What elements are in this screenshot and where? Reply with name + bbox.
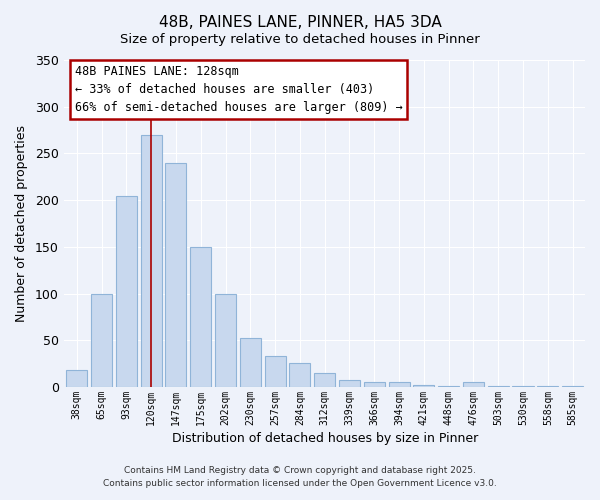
Bar	[438, 386, 459, 387]
X-axis label: Distribution of detached houses by size in Pinner: Distribution of detached houses by size …	[172, 432, 478, 445]
Bar	[537, 386, 559, 387]
Bar	[140, 134, 161, 387]
Text: Size of property relative to detached houses in Pinner: Size of property relative to detached ho…	[120, 32, 480, 46]
Y-axis label: Number of detached properties: Number of detached properties	[15, 125, 28, 322]
Bar	[91, 294, 112, 387]
Bar	[339, 380, 360, 387]
Bar	[289, 362, 310, 387]
Bar	[314, 373, 335, 387]
Bar	[240, 338, 261, 387]
Bar	[364, 382, 385, 387]
Bar	[116, 196, 137, 387]
Bar	[215, 294, 236, 387]
Bar	[389, 382, 410, 387]
Text: Contains HM Land Registry data © Crown copyright and database right 2025.
Contai: Contains HM Land Registry data © Crown c…	[103, 466, 497, 487]
Bar	[463, 382, 484, 387]
Bar	[166, 163, 187, 387]
Bar	[190, 247, 211, 387]
Bar	[562, 386, 583, 387]
Text: 48B PAINES LANE: 128sqm
← 33% of detached houses are smaller (403)
66% of semi-d: 48B PAINES LANE: 128sqm ← 33% of detache…	[75, 65, 403, 114]
Text: 48B, PAINES LANE, PINNER, HA5 3DA: 48B, PAINES LANE, PINNER, HA5 3DA	[158, 15, 442, 30]
Bar	[512, 386, 533, 387]
Bar	[66, 370, 88, 387]
Bar	[265, 356, 286, 387]
Bar	[488, 386, 509, 387]
Bar	[413, 385, 434, 387]
